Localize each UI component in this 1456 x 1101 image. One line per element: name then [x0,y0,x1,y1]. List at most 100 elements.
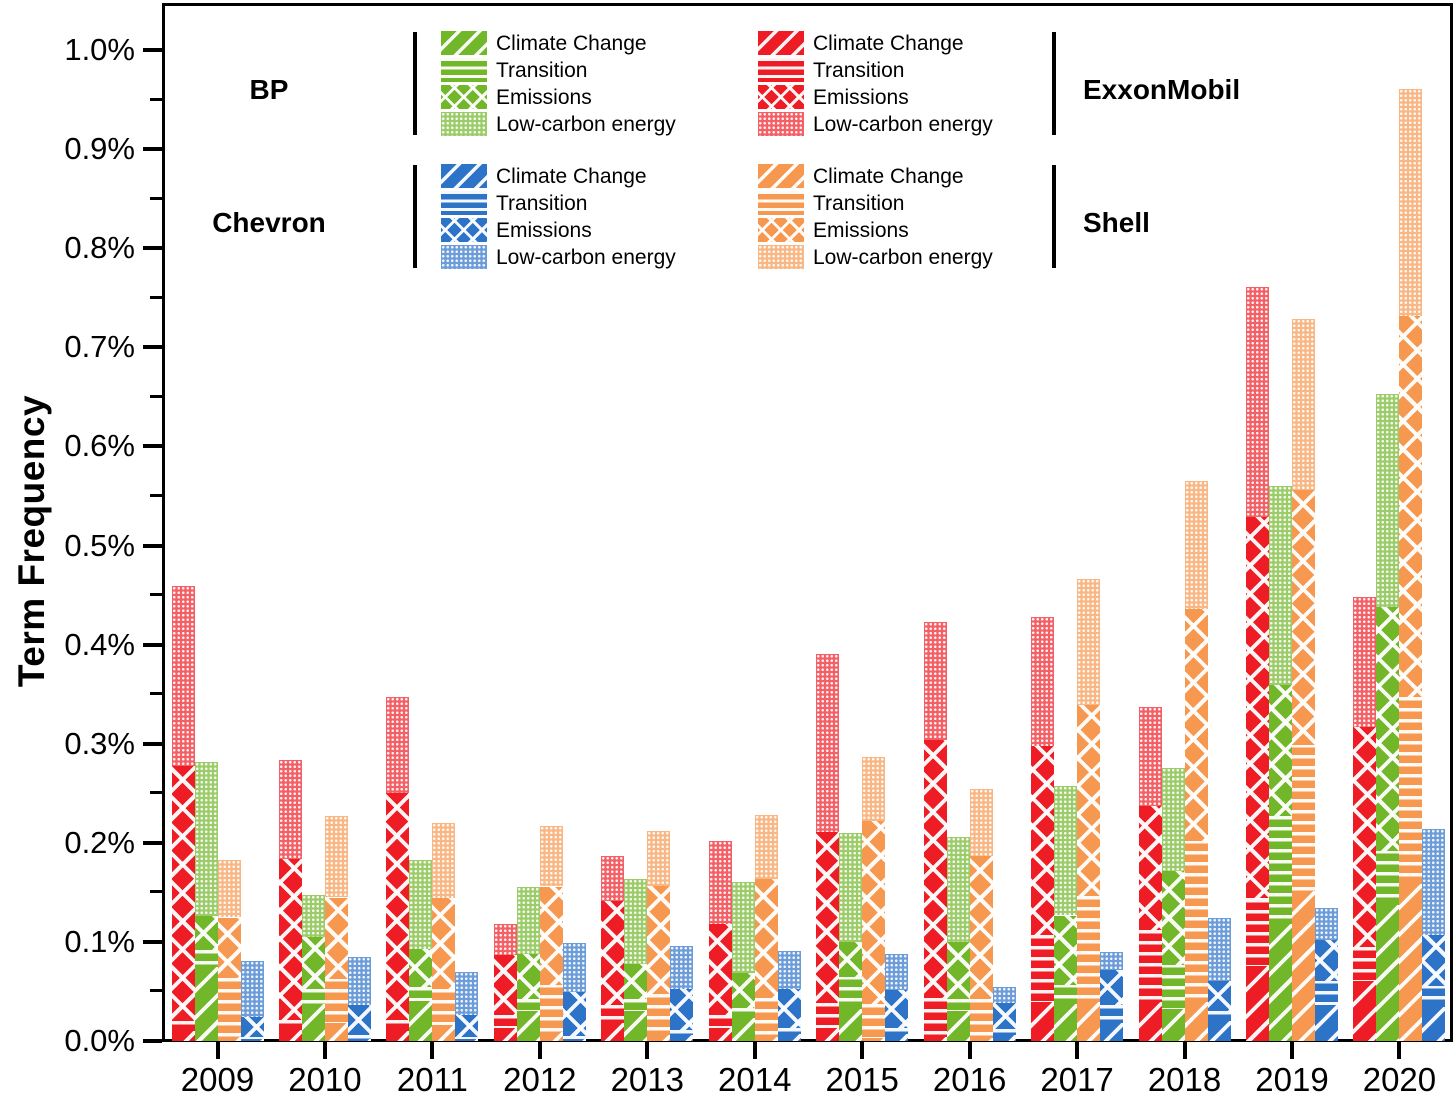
x-tick-label: 2017 [1040,1061,1114,1098]
segment-emissions [172,765,195,1021]
segment-emissions [1077,705,1100,896]
legend-swatch-shell-cc [758,164,804,188]
segment-emissions [1315,940,1338,981]
bar-Shell-2009 [218,860,241,1041]
bar-Shell-2013 [647,831,670,1041]
bar-Chevron-2012 [563,943,586,1041]
segment-climate-change [816,1028,839,1041]
segment-climate-change [755,1037,778,1041]
segment-transition [778,1028,801,1034]
y-minor-tick [150,295,162,299]
x-tick-label: 2014 [718,1061,792,1098]
segment-transition [624,999,647,1011]
y-tick-label: 0.4% [64,626,135,662]
y-tick-label: 0.1% [64,923,135,959]
segment-transition [755,998,778,1037]
bar-Chevron-2009 [241,961,264,1041]
y-major-tick [143,741,162,746]
segment-low-carbon-energy [601,856,624,901]
segment-climate-change [647,1035,670,1041]
segment-transition [1139,930,1162,1002]
segment-emissions [1246,516,1269,898]
segment-transition [172,1021,195,1031]
x-tick-label: 2009 [180,1061,255,1098]
segment-transition [839,976,862,1009]
y-minor-tick [150,97,162,101]
segment-emissions [1031,746,1054,935]
bar-Chevron-2013 [670,946,693,1041]
segment-emissions [348,1005,371,1035]
segment-low-carbon-energy [241,961,264,1017]
bar-BP-2015 [839,833,862,1041]
segment-climate-change [601,1023,624,1041]
segment-climate-change [1315,1005,1338,1041]
segment-climate-change [778,1034,801,1041]
bar-ExxonMobil-2013 [601,856,624,1041]
legend-swatch-chevron-cc [441,164,487,188]
legend-swatch-chevron-t [441,191,487,215]
bar-Shell-2017 [1077,579,1100,1041]
bar-Shell-2016 [970,788,993,1041]
segment-low-carbon-energy [172,586,195,766]
segment-climate-change [517,1011,540,1041]
segment-emissions [517,953,540,999]
y-minor-tick [150,791,162,795]
segment-transition [218,978,241,1037]
segment-low-carbon-energy [1100,952,1123,970]
bar-ExxonMobil-2009 [172,585,195,1041]
y-major-tick [143,147,162,152]
legend-item-label: Low-carbon energy [813,246,993,269]
legend-item-label: Low-carbon energy [813,113,993,136]
segment-transition [1399,697,1422,884]
legend-item-label: Low-carbon energy [496,246,676,269]
segment-emissions [862,821,885,1004]
segment-transition [1292,744,1315,891]
segment-low-carbon-energy [218,860,241,917]
x-tick-label: 2018 [1147,1061,1222,1098]
segment-emissions [409,948,432,987]
bar-BP-2017 [1054,786,1077,1041]
segment-low-carbon-energy [1422,829,1445,935]
x-tick-label: 2011 [396,1061,468,1098]
segment-climate-change [540,1032,563,1041]
legend-swatch-shell-lc [758,245,804,269]
segment-low-carbon-energy [670,946,693,989]
segment-transition [1185,840,1208,1002]
bar-ExxonMobil-2018 [1139,707,1162,1041]
segment-transition [1100,1005,1123,1023]
y-minor-tick [150,989,162,993]
segment-low-carbon-energy [1139,707,1162,806]
y-minor-tick [150,493,162,497]
segment-emissions [1399,315,1422,697]
bar-Shell-2015 [862,757,885,1041]
x-tick-label: 2016 [932,1061,1007,1098]
legend-item-label: Emissions [813,86,909,109]
segment-emissions [709,924,732,1015]
segment-low-carbon-energy [386,697,409,793]
legend-swatch-shell-e [758,218,804,242]
segment-low-carbon-energy [924,622,947,740]
bar-Shell-2020 [1399,89,1422,1041]
segment-low-carbon-energy [1054,786,1077,915]
segment-transition [647,994,670,1035]
segment-climate-change [1031,1002,1054,1041]
segment-low-carbon-energy [1376,394,1399,607]
segment-low-carbon-energy [993,987,1016,1003]
bar-Shell-2014 [755,815,778,1041]
segment-emissions [218,918,241,978]
bar-Shell-2010 [325,816,348,1041]
segment-low-carbon-energy [409,860,432,949]
legend-item-label: Emissions [496,86,592,109]
segment-climate-change [732,1018,755,1041]
segment-transition [1353,947,1376,981]
segment-low-carbon-energy [325,816,348,897]
segment-low-carbon-energy [647,831,670,886]
bar-BP-2016 [947,837,970,1041]
legend-separator-line [413,165,417,268]
segment-emissions [885,990,908,1028]
segment-climate-change [1292,891,1315,1041]
segment-climate-change [1422,1007,1445,1041]
segment-transition [241,1037,264,1039]
segment-climate-change [1054,1004,1077,1041]
segment-transition [195,950,218,967]
